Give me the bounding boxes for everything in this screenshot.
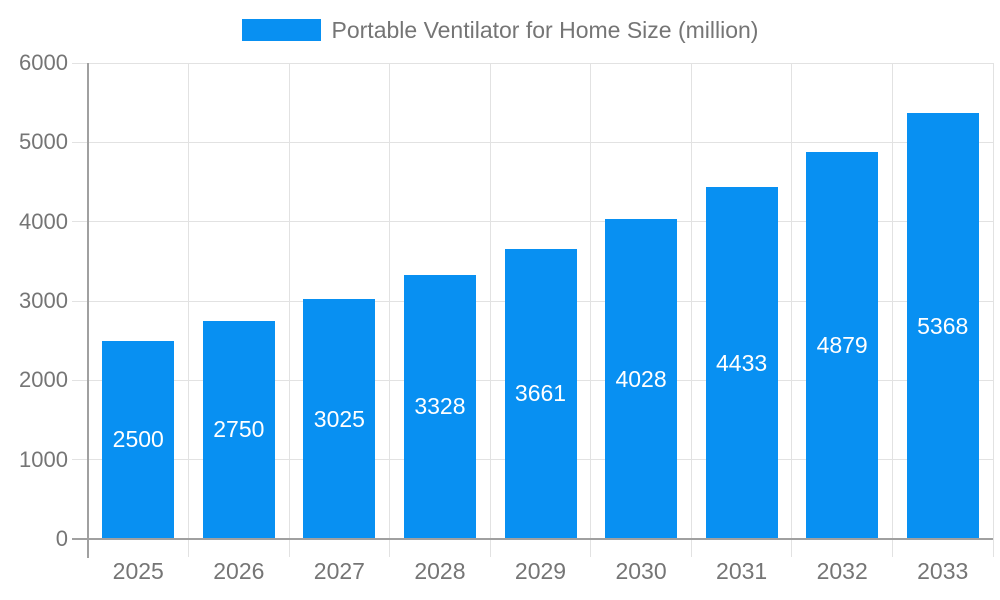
plot-area: 0 1000 2000 3000 4000 5000 6000 2500 2750 3025 332… — [19, 52, 994, 583]
bar: 3328 — [403, 274, 476, 539]
bar-value-label: 3025 — [313, 405, 365, 432]
y-axis-line — [87, 63, 89, 558]
bar-value-label: 4028 — [615, 365, 667, 392]
gridline-vertical — [288, 63, 290, 557]
x-axis-tick-label: 2030 — [615, 558, 667, 584]
y-axis-tick-label: 0 — [55, 526, 68, 551]
bar: 5368 — [906, 113, 979, 539]
bar: 4433 — [705, 187, 778, 539]
gridline-vertical — [791, 63, 793, 557]
gridline-vertical — [690, 63, 692, 557]
bar-value-label: 4433 — [716, 349, 768, 376]
x-axis-tick-label: 2029 — [514, 558, 567, 584]
bar-value-label: 4879 — [816, 331, 868, 358]
bar-value-label: 3328 — [414, 393, 466, 420]
gridline-vertical — [590, 63, 592, 557]
y-axis-tick-label: 6000 — [19, 50, 68, 75]
gridline-horizontal — [72, 62, 993, 64]
x-axis-tick-label: 2027 — [313, 558, 365, 584]
legend: Portable Ventilator for Home Size (milli… — [0, 17, 1000, 43]
y-axis-tick-label: 1000 — [19, 446, 68, 472]
bar: 3025 — [303, 299, 376, 539]
y-axis-tick-label: 3000 — [19, 288, 68, 313]
x-axis-tick-label: 2033 — [917, 558, 969, 584]
x-axis-tick-label: 2028 — [414, 558, 466, 584]
bar: 3661 — [504, 248, 577, 539]
bar-value-label: 2500 — [112, 426, 164, 453]
gridline-horizontal — [72, 221, 993, 223]
legend-swatch — [241, 19, 321, 41]
x-axis-tick-label: 2031 — [716, 558, 768, 584]
bar-value-label: 3661 — [514, 380, 567, 407]
bar: 4879 — [806, 151, 879, 539]
bar-value-label: 2750 — [213, 416, 265, 443]
x-axis-tick-label: 2026 — [213, 558, 265, 584]
gridline-vertical — [992, 63, 994, 557]
x-axis-line — [72, 538, 993, 540]
y-axis-tick-label: 4000 — [19, 208, 68, 234]
x-axis-tick-label: 2032 — [816, 558, 868, 584]
bar-value-label: 5368 — [917, 312, 969, 339]
bar: 2750 — [202, 320, 275, 539]
y-axis-tick-label: 2000 — [19, 367, 68, 393]
legend-label: Portable Ventilator for Home Size (milli… — [331, 16, 759, 43]
gridline-vertical — [389, 63, 391, 557]
bar: 2500 — [102, 340, 175, 539]
bar: 4028 — [605, 219, 678, 539]
x-axis-tick-label: 2025 — [112, 558, 164, 584]
gridline-vertical — [489, 63, 491, 557]
gridline-horizontal — [72, 141, 993, 143]
y-axis-tick-label: 5000 — [19, 129, 68, 155]
gridline-vertical — [891, 63, 893, 557]
gridline-vertical — [188, 63, 190, 557]
